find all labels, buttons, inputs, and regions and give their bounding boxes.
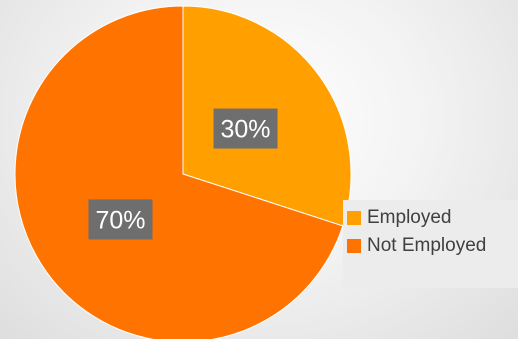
- data-label-box-employed: [213, 108, 278, 149]
- legend-swatch-employed: [347, 211, 361, 225]
- data-label-not-employed: 70%: [95, 206, 145, 234]
- legend-label-employed: Employed: [367, 207, 452, 228]
- pie-slices: [14, 5, 352, 339]
- legend-item-employed: Employed: [347, 207, 452, 228]
- pie-slice-not-employed: [14, 5, 344, 339]
- legend-swatch-not-employed: [347, 239, 361, 253]
- data-label-employed: 30%: [220, 116, 270, 144]
- data-labels: 30% 70%: [88, 108, 278, 240]
- legend: Employed Not Employed: [343, 200, 518, 288]
- legend-label-not-employed: Not Employed: [367, 235, 487, 256]
- data-label-box-not-employed: [88, 199, 153, 240]
- legend-item-not-employed: Not Employed: [347, 235, 487, 256]
